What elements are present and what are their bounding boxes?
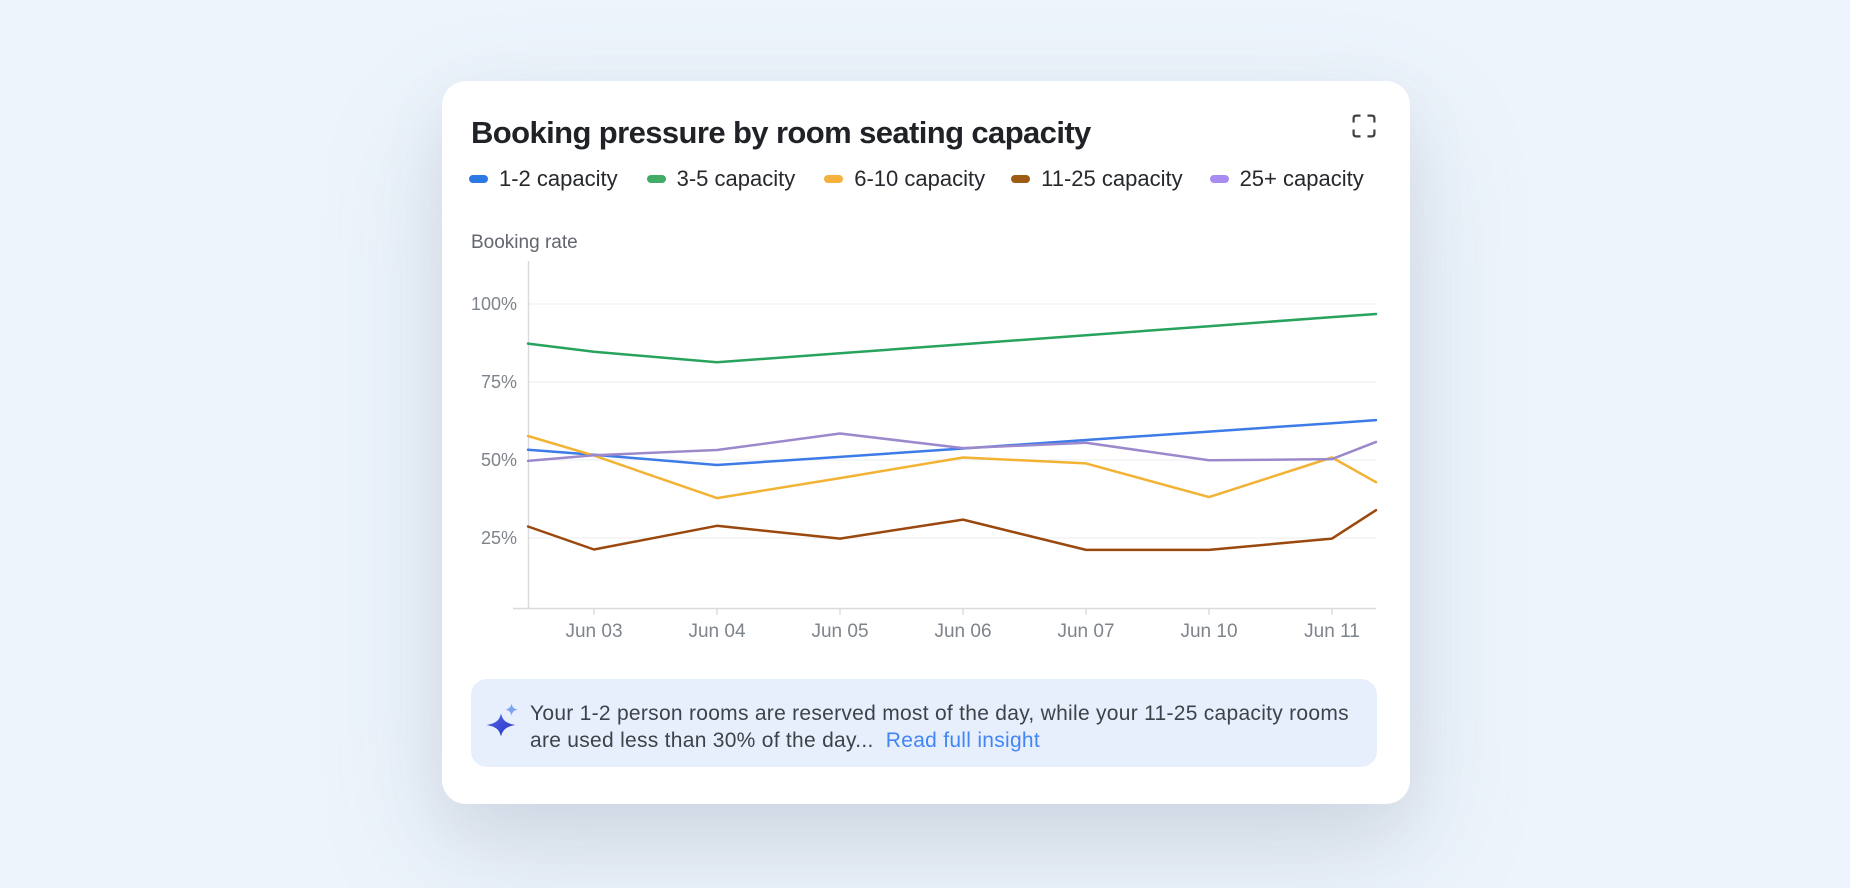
- svg-text:25%: 25%: [481, 528, 517, 548]
- svg-text:Jun 03: Jun 03: [565, 621, 622, 642]
- svg-text:75%: 75%: [481, 372, 517, 392]
- svg-text:100%: 100%: [471, 294, 517, 314]
- svg-text:50%: 50%: [481, 450, 517, 470]
- svg-text:Jun 11: Jun 11: [1304, 621, 1360, 642]
- svg-text:Jun 04: Jun 04: [688, 621, 745, 642]
- svg-text:Jun 10: Jun 10: [1180, 621, 1237, 642]
- svg-text:Jun 05: Jun 05: [811, 621, 868, 642]
- svg-text:Jun 06: Jun 06: [934, 621, 991, 642]
- svg-text:Jun 07: Jun 07: [1057, 621, 1114, 642]
